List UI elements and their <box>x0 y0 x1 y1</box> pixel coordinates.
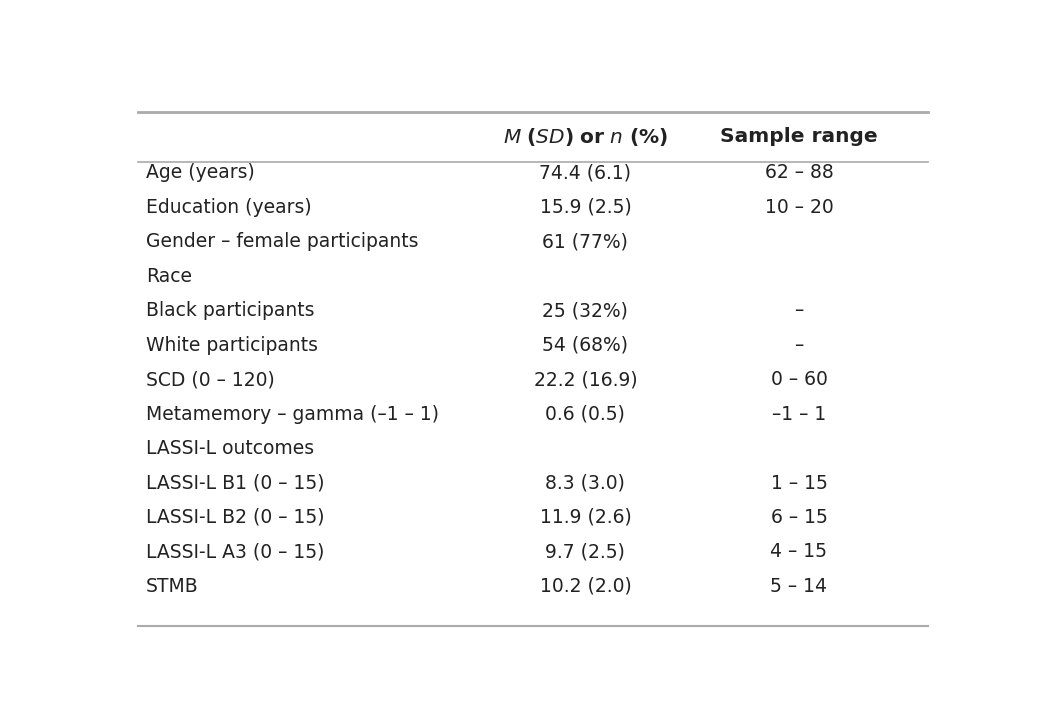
Text: 22.2 (16.9): 22.2 (16.9) <box>534 370 638 389</box>
Text: 8.3 (3.0): 8.3 (3.0) <box>545 474 625 492</box>
Text: 9.7 (2.5): 9.7 (2.5) <box>545 542 625 562</box>
Text: LASSI-L B1 (0 – 15): LASSI-L B1 (0 – 15) <box>146 474 324 492</box>
Text: SCD (0 – 120): SCD (0 – 120) <box>146 370 275 389</box>
Text: 61 (77%): 61 (77%) <box>543 232 628 251</box>
Text: 11.9 (2.6): 11.9 (2.6) <box>540 508 631 527</box>
Text: Education (years): Education (years) <box>146 198 312 217</box>
Text: 0.6 (0.5): 0.6 (0.5) <box>545 404 625 424</box>
Text: LASSI-L outcomes: LASSI-L outcomes <box>146 439 314 458</box>
Text: Gender – female participants: Gender – female participants <box>146 232 419 251</box>
Text: 10.2 (2.0): 10.2 (2.0) <box>540 577 631 596</box>
Text: 5 – 14: 5 – 14 <box>771 577 828 596</box>
Text: $\mathbf{\mathit{M}}$ $\mathbf{(\mathit{SD})}$ $\mathbf{or}$ $\mathbf{\mathit{n}: $\mathbf{\mathit{M}}$ $\mathbf{(\mathit{… <box>503 126 668 148</box>
Text: Sample range: Sample range <box>720 127 878 146</box>
Text: –: – <box>795 336 804 355</box>
Text: LASSI-L B2 (0 – 15): LASSI-L B2 (0 – 15) <box>146 508 324 527</box>
Text: 62 – 88: 62 – 88 <box>764 163 833 183</box>
Text: 4 – 15: 4 – 15 <box>771 542 828 562</box>
Text: –1 – 1: –1 – 1 <box>772 404 826 424</box>
Text: STMB: STMB <box>146 577 199 596</box>
Text: Age (years): Age (years) <box>146 163 255 183</box>
Text: 15.9 (2.5): 15.9 (2.5) <box>540 198 631 217</box>
Text: 54 (68%): 54 (68%) <box>543 336 628 355</box>
Text: 6 – 15: 6 – 15 <box>771 508 828 527</box>
Text: LASSI-L A3 (0 – 15): LASSI-L A3 (0 – 15) <box>146 542 324 562</box>
Text: Metamemory – gamma (–1 – 1): Metamemory – gamma (–1 – 1) <box>146 404 439 424</box>
Text: 0 – 60: 0 – 60 <box>771 370 828 389</box>
Text: 74.4 (6.1): 74.4 (6.1) <box>540 163 631 183</box>
Text: Race: Race <box>146 266 192 286</box>
Text: Black participants: Black participants <box>146 301 315 320</box>
Text: White participants: White participants <box>146 336 318 355</box>
Text: 1 – 15: 1 – 15 <box>771 474 828 492</box>
Text: –: – <box>795 301 804 320</box>
Text: 25 (32%): 25 (32%) <box>543 301 628 320</box>
Text: 10 – 20: 10 – 20 <box>764 198 833 217</box>
